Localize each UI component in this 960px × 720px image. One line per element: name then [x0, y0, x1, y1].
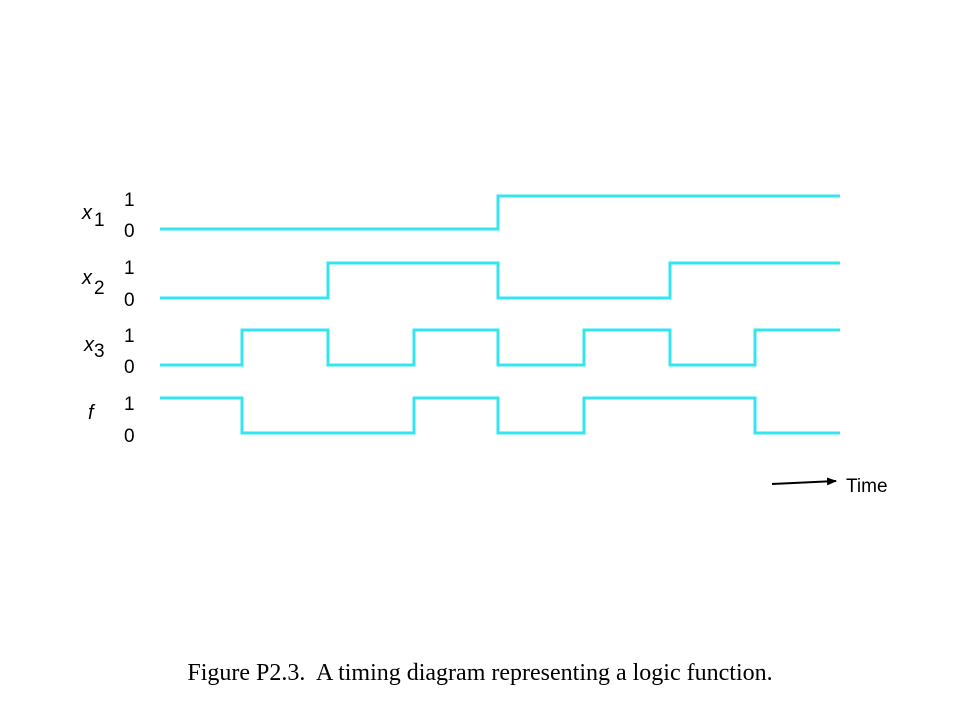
signal-label-x3-subscript: 3 — [94, 341, 105, 362]
signal-row-x3: x 3 1 0 — [83, 326, 840, 378]
level-label-x2-high: 1 — [124, 258, 135, 279]
waveform-x3 — [160, 328, 840, 367]
level-label-x2-low: 0 — [124, 290, 135, 311]
signal-label-x2-subscript: 2 — [94, 278, 105, 299]
signal-label-x1-subscript: 1 — [94, 210, 105, 231]
level-label-x1-low: 0 — [124, 221, 135, 242]
time-axis-label: Time — [846, 476, 888, 497]
waveform-x1 — [160, 194, 840, 231]
waveform-f — [160, 396, 840, 435]
level-label-x1-high: 1 — [124, 190, 135, 211]
signal-row-x2: x 2 1 0 — [81, 258, 840, 311]
level-label-f-low: 0 — [124, 426, 135, 447]
level-label-f-high: 1 — [124, 394, 135, 415]
signal-row-f: f 1 0 — [88, 394, 840, 447]
signal-label-x1-name: x — [81, 202, 93, 224]
signal-row-x1: x 1 1 0 — [81, 190, 840, 242]
signal-label-f-name: f — [88, 402, 96, 424]
figure-caption: Figure P2.3. A timing diagram representi… — [187, 660, 773, 686]
waveform-x2 — [160, 261, 840, 300]
time-arrow-icon — [771, 477, 837, 486]
level-label-x3-low: 0 — [124, 357, 135, 378]
signal-label-x3-name: x — [83, 334, 95, 356]
signal-label-x2-name: x — [81, 267, 93, 289]
level-label-x3-high: 1 — [124, 326, 135, 347]
